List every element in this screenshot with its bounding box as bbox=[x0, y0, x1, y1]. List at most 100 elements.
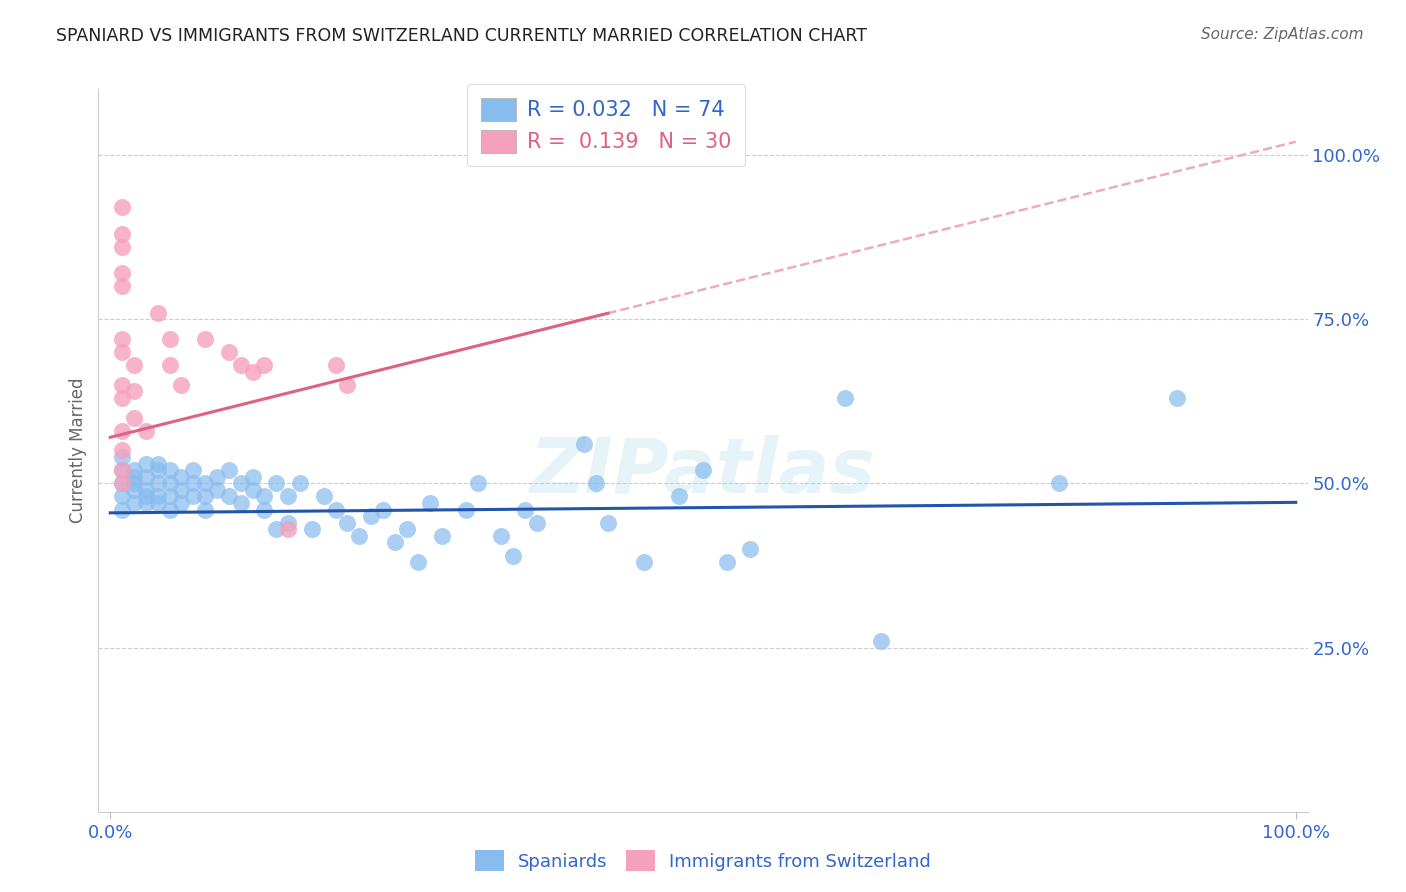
Point bbox=[122, 496, 145, 510]
Point bbox=[526, 516, 548, 530]
Point bbox=[122, 483, 145, 497]
Point bbox=[834, 391, 856, 405]
Point bbox=[194, 502, 217, 516]
Point bbox=[242, 469, 264, 483]
Point bbox=[146, 457, 169, 471]
Point bbox=[218, 345, 240, 359]
Point bbox=[467, 476, 489, 491]
Point bbox=[170, 483, 193, 497]
Point bbox=[384, 535, 406, 549]
Point bbox=[515, 502, 537, 516]
Point bbox=[205, 469, 228, 483]
Point bbox=[111, 476, 134, 491]
Point bbox=[170, 469, 193, 483]
Point bbox=[122, 384, 145, 399]
Point bbox=[242, 483, 264, 497]
Point bbox=[1047, 476, 1070, 491]
Point bbox=[170, 496, 193, 510]
Point bbox=[371, 502, 394, 516]
Point bbox=[135, 490, 157, 504]
Point bbox=[277, 490, 299, 504]
Y-axis label: Currently Married: Currently Married bbox=[69, 377, 87, 524]
Point bbox=[598, 516, 620, 530]
Point bbox=[111, 345, 134, 359]
Point bbox=[159, 476, 181, 491]
Point bbox=[111, 424, 134, 438]
Point bbox=[336, 377, 359, 392]
Point bbox=[111, 443, 134, 458]
Point bbox=[146, 490, 169, 504]
Point bbox=[122, 410, 145, 425]
Point bbox=[111, 463, 134, 477]
Point bbox=[574, 437, 596, 451]
Point bbox=[111, 227, 134, 241]
Point bbox=[432, 529, 454, 543]
Point bbox=[325, 502, 347, 516]
Point bbox=[111, 476, 134, 491]
Point bbox=[111, 377, 134, 392]
Text: SPANIARD VS IMMIGRANTS FROM SWITZERLAND CURRENTLY MARRIED CORRELATION CHART: SPANIARD VS IMMIGRANTS FROM SWITZERLAND … bbox=[56, 27, 868, 45]
Legend: R = 0.032   N = 74, R =  0.139   N = 30: R = 0.032 N = 74, R = 0.139 N = 30 bbox=[467, 85, 745, 166]
Point bbox=[181, 476, 204, 491]
Point bbox=[633, 555, 655, 569]
Point bbox=[264, 522, 287, 536]
Point bbox=[111, 502, 134, 516]
Point bbox=[122, 476, 145, 491]
Point bbox=[229, 358, 252, 372]
Point bbox=[692, 463, 714, 477]
Point bbox=[146, 305, 169, 319]
Point bbox=[146, 463, 169, 477]
Point bbox=[1166, 391, 1188, 405]
Point bbox=[395, 522, 418, 536]
Point bbox=[135, 496, 157, 510]
Point bbox=[668, 490, 690, 504]
Point bbox=[869, 634, 891, 648]
Point bbox=[277, 522, 299, 536]
Point bbox=[229, 476, 252, 491]
Point bbox=[347, 529, 370, 543]
Point bbox=[146, 476, 169, 491]
Point bbox=[277, 516, 299, 530]
Point bbox=[111, 450, 134, 464]
Point bbox=[135, 469, 157, 483]
Point bbox=[194, 332, 217, 346]
Point bbox=[194, 490, 217, 504]
Point bbox=[159, 502, 181, 516]
Point bbox=[181, 490, 204, 504]
Point bbox=[181, 463, 204, 477]
Point bbox=[111, 463, 134, 477]
Point bbox=[336, 516, 359, 530]
Point bbox=[146, 496, 169, 510]
Point bbox=[502, 549, 524, 563]
Point bbox=[253, 490, 276, 504]
Point bbox=[111, 490, 134, 504]
Point bbox=[205, 483, 228, 497]
Point bbox=[122, 463, 145, 477]
Point bbox=[408, 555, 430, 569]
Point bbox=[288, 476, 311, 491]
Point bbox=[111, 266, 134, 280]
Point bbox=[111, 332, 134, 346]
Point bbox=[585, 476, 607, 491]
Point bbox=[716, 555, 738, 569]
Point bbox=[491, 529, 513, 543]
Point bbox=[419, 496, 441, 510]
Point bbox=[135, 424, 157, 438]
Point bbox=[170, 377, 193, 392]
Text: Source: ZipAtlas.com: Source: ZipAtlas.com bbox=[1201, 27, 1364, 42]
Point bbox=[159, 358, 181, 372]
Point bbox=[111, 391, 134, 405]
Point bbox=[159, 490, 181, 504]
Point bbox=[159, 463, 181, 477]
Point bbox=[218, 463, 240, 477]
Point bbox=[111, 240, 134, 254]
Point bbox=[111, 279, 134, 293]
Point bbox=[253, 358, 276, 372]
Point bbox=[301, 522, 323, 536]
Point bbox=[122, 358, 145, 372]
Point bbox=[229, 496, 252, 510]
Point bbox=[325, 358, 347, 372]
Point bbox=[159, 332, 181, 346]
Point bbox=[360, 509, 382, 524]
Point bbox=[454, 502, 477, 516]
